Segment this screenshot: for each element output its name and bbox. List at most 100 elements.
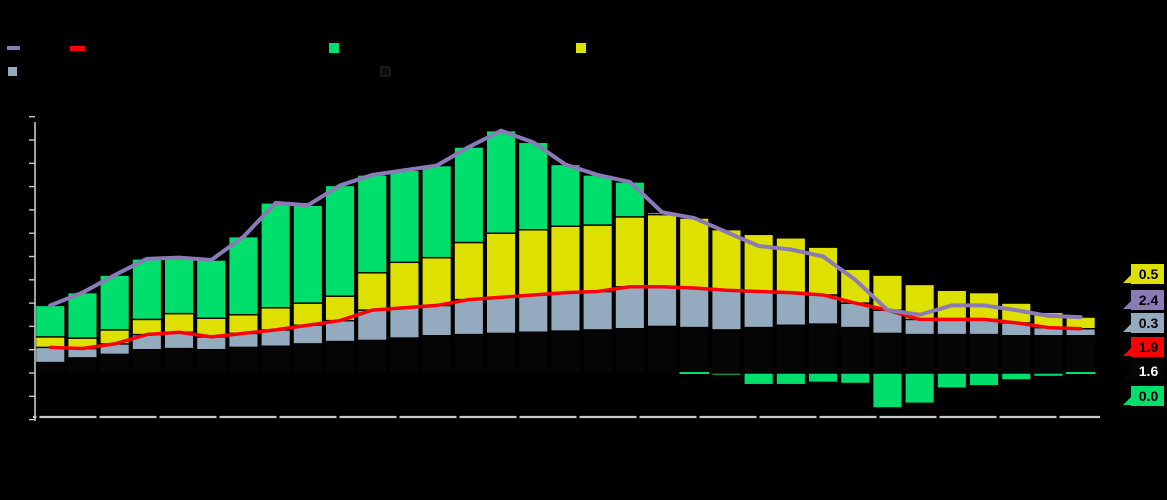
bar-segment-gray-bar[interactable] (711, 289, 742, 331)
bar-segment-green-bar[interactable] (324, 184, 356, 297)
bar-segment-yellow-bar[interactable] (517, 229, 549, 296)
bar-segment-gray-bar[interactable] (936, 318, 968, 336)
bar-segment-green-bar[interactable] (904, 372, 936, 404)
bar-segment-black-bar[interactable] (66, 357, 98, 374)
bar-segment-yellow-bar[interactable] (356, 272, 388, 311)
bar-segment-gray-bar[interactable] (807, 294, 839, 325)
bar-segment-black-bar[interactable] (968, 333, 1000, 374)
bar-segment-green-bar[interactable] (453, 146, 485, 244)
red-line[interactable] (48, 285, 1083, 351)
value-tag-2_4[interactable]: 2.4 (1123, 290, 1164, 310)
bar-segment-yellow-bar[interactable] (453, 241, 485, 301)
legend-swatch-black-bar[interactable] (380, 66, 391, 77)
bar-segment-green-bar[interactable] (163, 256, 195, 315)
bar-segment-green-bar[interactable] (131, 258, 163, 321)
bar-segment-black-bar[interactable] (646, 325, 678, 374)
bar-segment-black-bar[interactable] (775, 324, 807, 374)
bar-segment-black-bar[interactable] (421, 335, 453, 374)
bar-segment-black-bar[interactable] (517, 331, 549, 374)
bar-segment-yellow-bar[interactable] (421, 256, 453, 307)
legend-swatch-red-line[interactable] (70, 46, 85, 51)
bar-segment-black-bar[interactable] (99, 353, 131, 374)
bar-segment-black-bar[interactable] (1065, 335, 1097, 374)
bar-segment-green-bar[interactable] (743, 372, 775, 386)
bar-segment-yellow-bar[interactable] (872, 274, 903, 311)
bar-segment-black-bar[interactable] (614, 328, 646, 374)
bar-segment-yellow-bar[interactable] (614, 216, 646, 288)
bar-segment-green-bar[interactable] (936, 372, 968, 389)
bar-segment-green-bar[interactable] (807, 372, 839, 384)
bar-segment-green-bar[interactable] (614, 181, 646, 218)
bar-segment-yellow-bar[interactable] (646, 213, 678, 288)
bar-segment-yellow-bar[interactable] (163, 312, 195, 333)
bar-segment-black-bar[interactable] (1000, 335, 1032, 374)
bar-segment-gray-bar[interactable] (517, 294, 549, 333)
legend-swatch-yellow-bar[interactable] (576, 43, 586, 53)
bar-segment-black-bar[interactable] (356, 339, 388, 374)
bar-segment-black-bar[interactable] (743, 326, 775, 374)
bar-segment-black-bar[interactable] (131, 349, 163, 374)
bar-segment-green-bar[interactable] (679, 372, 710, 374)
legend-swatch-purple-line[interactable] (7, 46, 20, 50)
bar-segment-green-bar[interactable] (839, 372, 871, 385)
legend-swatch-gray-bar[interactable] (8, 67, 17, 76)
bar-segment-green-bar[interactable] (485, 129, 517, 234)
bar-segment-black-bar[interactable] (163, 347, 195, 374)
bar-segment-yellow-bar[interactable] (292, 302, 324, 326)
bar-segment-gray-bar[interactable] (34, 346, 66, 364)
bar-segment-gray-bar[interactable] (646, 286, 678, 328)
bar-segment-black-bar[interactable] (34, 361, 66, 374)
bar-segment-green-bar[interactable] (66, 291, 98, 339)
value-tag-1_9[interactable]: 1.9 (1123, 337, 1164, 357)
bar-segment-green-bar[interactable] (968, 372, 1000, 387)
bar-segment-green-bar[interactable] (582, 174, 614, 226)
value-tag-0_3[interactable]: 0.3 (1123, 313, 1164, 333)
bar-segment-gray-bar[interactable] (485, 296, 517, 335)
bar-segment-green-bar[interactable] (517, 141, 549, 231)
bar-segment-green-bar[interactable] (227, 235, 259, 316)
bar-segment-gray-bar[interactable] (743, 290, 775, 329)
bar-segment-yellow-bar[interactable] (582, 224, 614, 293)
bar-segment-black-bar[interactable] (324, 340, 356, 374)
bar-segment-black-bar[interactable] (711, 329, 742, 374)
purple-line[interactable] (48, 128, 1083, 320)
bar-segment-black-bar[interactable] (195, 349, 227, 374)
bar-segment-black-bar[interactable] (453, 333, 485, 374)
bar-segment-green-bar[interactable] (1000, 372, 1032, 381)
bar-segment-black-bar[interactable] (260, 345, 292, 374)
bar-segment-gray-bar[interactable] (421, 304, 453, 337)
bar-segment-black-bar[interactable] (389, 337, 420, 374)
bar-segment-black-bar[interactable] (550, 330, 581, 374)
bar-segment-green-bar[interactable] (1065, 372, 1096, 374)
bar-segment-green-bar[interactable] (99, 274, 131, 331)
bar-segment-gray-bar[interactable] (775, 291, 807, 326)
bar-segment-gray-bar[interactable] (582, 290, 614, 331)
bar-segment-black-bar[interactable] (227, 346, 259, 374)
bar-segment-gray-bar[interactable] (389, 307, 420, 339)
value-tag-0_5[interactable]: 0.5 (1123, 264, 1164, 284)
bar-segment-green-bar[interactable] (550, 163, 581, 227)
bar-segment-black-bar[interactable] (904, 333, 936, 374)
bar-segment-gray-bar[interactable] (453, 298, 485, 336)
bar-segment-green-bar[interactable] (260, 202, 292, 309)
bar-segment-yellow-bar[interactable] (775, 237, 807, 294)
bar-segment-yellow-bar[interactable] (485, 232, 517, 298)
bar-segment-black-bar[interactable] (936, 333, 968, 374)
bar-segment-black-bar[interactable] (1032, 335, 1064, 374)
bar-segment-black-bar[interactable] (678, 326, 710, 374)
bar-segment-green-bar[interactable] (34, 304, 66, 338)
bar-segment-yellow-bar[interactable] (678, 217, 710, 289)
value-tag-1_6[interactable]: 1.6 (1123, 361, 1164, 381)
bar-segment-green-bar[interactable] (872, 372, 903, 409)
bar-segment-black-bar[interactable] (292, 343, 324, 374)
bar-segment-gray-bar[interactable] (678, 287, 710, 329)
legend-swatch-green-bar[interactable] (329, 43, 339, 53)
bar-segment-gray-bar[interactable] (195, 336, 227, 351)
bar-segment-black-bar[interactable] (872, 332, 903, 374)
bar-segment-green-bar[interactable] (711, 372, 742, 377)
bar-segment-green-bar[interactable] (1032, 372, 1064, 378)
bar-segment-black-bar[interactable] (807, 323, 839, 374)
bar-segment-green-bar[interactable] (389, 169, 420, 264)
bar-segment-green-bar[interactable] (292, 204, 324, 304)
bar-segment-black-bar[interactable] (485, 332, 517, 374)
